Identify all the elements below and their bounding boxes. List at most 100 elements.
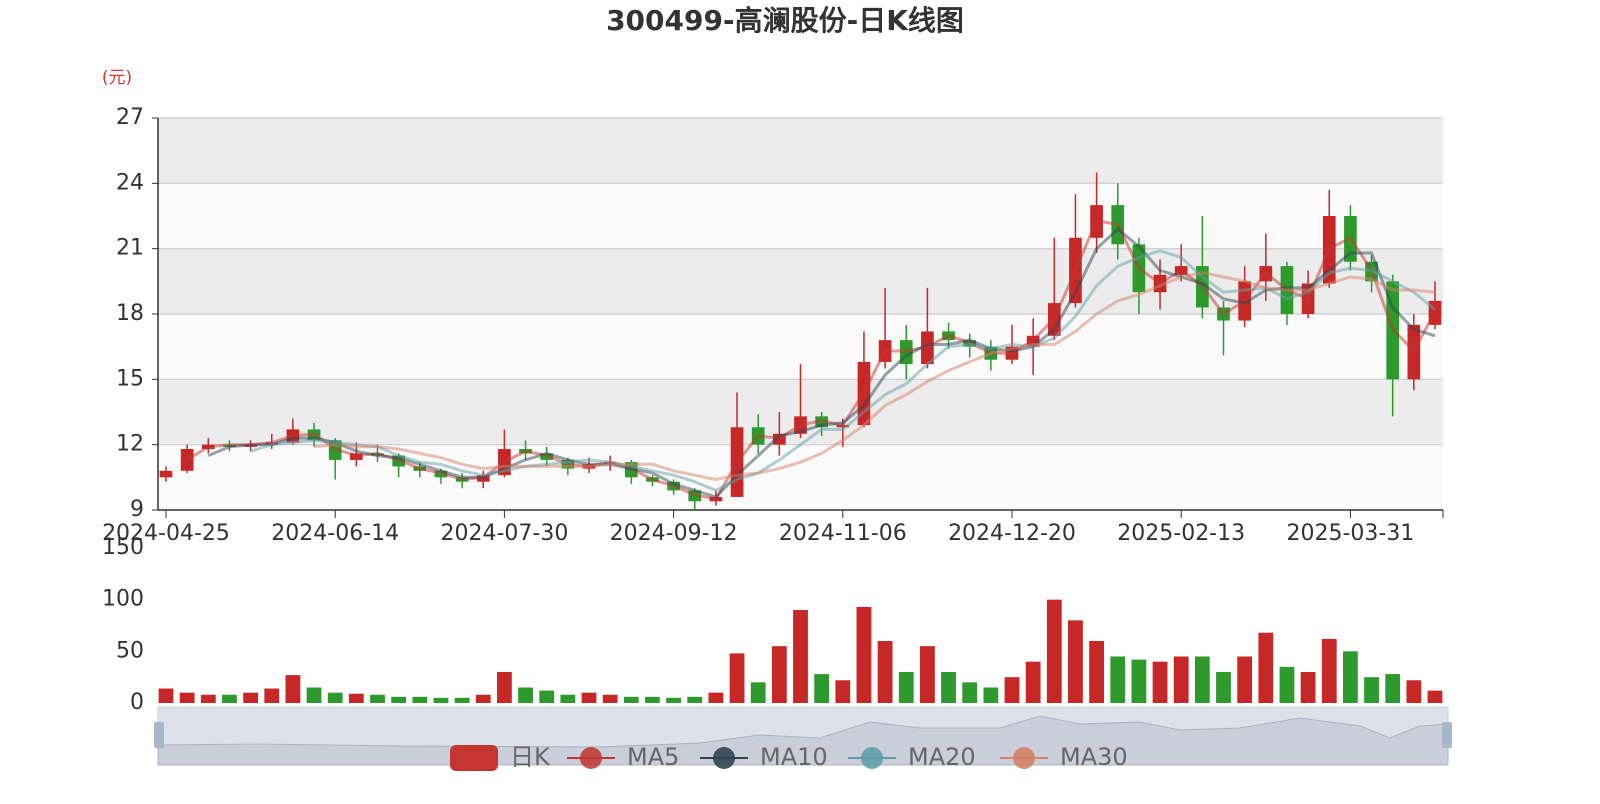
- volume-bar: [1385, 674, 1401, 703]
- ma-line: [250, 249, 1436, 493]
- volume-bar: [1194, 656, 1210, 703]
- x-tick-label: 2024-06-14: [271, 521, 399, 546]
- volume-bar: [729, 653, 745, 703]
- ma-line: [207, 227, 1436, 499]
- volume-bar: [645, 696, 660, 703]
- volume-bar: [983, 687, 999, 703]
- volume-bar: [877, 641, 893, 703]
- volume-bar: [1427, 690, 1443, 703]
- volume-bar: [370, 694, 385, 703]
- x-tick-label: 2025-03-31: [1286, 521, 1414, 546]
- volume-bar: [1216, 672, 1231, 703]
- volume-bar: [623, 696, 639, 703]
- grid-band: [158, 118, 1443, 184]
- volume-bar: [1258, 632, 1274, 703]
- volume-bar: [814, 674, 830, 703]
- volume-bar: [1279, 666, 1295, 703]
- y-tick-label: 27: [116, 105, 144, 130]
- legend-label: 日K: [510, 743, 551, 771]
- volume-bar: [158, 688, 174, 703]
- slider-handle-left[interactable]: [154, 722, 164, 748]
- legend-item[interactable]: MA30: [1000, 743, 1128, 771]
- volume-bar: [835, 680, 851, 703]
- volume-bar: [327, 692, 343, 703]
- x-tick-label: 2024-04-25: [102, 521, 230, 546]
- legend-item[interactable]: MA5: [567, 743, 679, 771]
- volume-bar: [518, 687, 533, 703]
- volume-bar: [222, 694, 237, 703]
- legend-label: MA30: [1060, 743, 1128, 771]
- volume-bar: [496, 672, 512, 703]
- volume-bar: [919, 646, 935, 703]
- volume-bar: [412, 696, 428, 703]
- y-tick-label: 150: [102, 535, 144, 560]
- volume-bar: [1237, 656, 1253, 703]
- x-tick-label: 2025-02-13: [1117, 521, 1245, 546]
- legend-icon: [450, 745, 498, 771]
- volume-bar: [179, 692, 195, 703]
- legend-label: MA10: [760, 743, 828, 771]
- y-tick-label: 15: [116, 366, 144, 391]
- chart-title: 300499-高澜股份-日K线图: [606, 4, 964, 37]
- volume-bar: [687, 696, 703, 703]
- candle-body: [180, 449, 194, 471]
- volume-bar: [306, 687, 322, 703]
- x-tick-label: 2024-12-20: [948, 521, 1076, 546]
- volume-bar: [962, 682, 978, 703]
- legend-item[interactable]: 日K: [450, 743, 551, 771]
- volume-bar: [793, 610, 808, 703]
- slider-handle-right[interactable]: [1442, 722, 1452, 748]
- volume-bar: [264, 688, 280, 703]
- volume-bar: [560, 694, 576, 703]
- legend-label: MA20: [908, 743, 976, 771]
- volume-bar: [1173, 656, 1189, 703]
- candle-body: [159, 470, 173, 478]
- volume-bar: [856, 606, 872, 703]
- volume-bar: [1364, 677, 1379, 703]
- legend-item[interactable]: MA10: [700, 743, 828, 771]
- x-tick-label: 2024-09-12: [610, 521, 738, 546]
- legend-icon-dot: [861, 747, 883, 769]
- volume-bar: [581, 692, 597, 703]
- volume-bar: [1131, 659, 1147, 703]
- volume-bar: [750, 682, 766, 703]
- volume-bar: [1046, 599, 1062, 703]
- volume-bar: [285, 675, 301, 703]
- legend-item[interactable]: MA20: [848, 743, 976, 771]
- volume-bar: [1068, 620, 1083, 703]
- volume-bar: [454, 697, 470, 703]
- volume-bar: [898, 672, 914, 703]
- volume-bar: [1004, 677, 1020, 703]
- volume-bar: [666, 697, 682, 703]
- volume-bar: [1025, 661, 1041, 703]
- y-tick-label: 50: [116, 638, 144, 663]
- x-tick-label: 2024-07-30: [440, 521, 568, 546]
- data-zoom-slider[interactable]: [154, 706, 1452, 766]
- volume-bar: [433, 697, 449, 703]
- volume-bar: [771, 646, 787, 703]
- y-tick-label: 21: [116, 236, 144, 261]
- grid-band: [158, 183, 1443, 249]
- volume-bar: [1321, 638, 1337, 703]
- volume-bar: [243, 692, 259, 703]
- volume-bar: [708, 692, 724, 703]
- volume-bar: [941, 672, 956, 703]
- volume-bar: [200, 694, 216, 703]
- volume-bar: [539, 690, 555, 703]
- grid-band: [158, 248, 1443, 314]
- volume-bar: [1152, 661, 1168, 703]
- legend-label: MA5: [627, 743, 679, 771]
- y-axis-unit: (元): [102, 68, 132, 88]
- y-tick-label: 9: [130, 497, 144, 522]
- y-tick-label: 100: [102, 587, 144, 612]
- volume-bar: [1342, 651, 1358, 703]
- volume-bar: [1300, 672, 1316, 703]
- legend-icon-dot: [580, 747, 602, 769]
- y-tick-label: 12: [116, 432, 144, 457]
- volume-bar: [1089, 641, 1105, 703]
- y-tick-label: 24: [116, 170, 144, 195]
- volume-bar: [348, 693, 364, 703]
- volume-bar: [391, 696, 407, 703]
